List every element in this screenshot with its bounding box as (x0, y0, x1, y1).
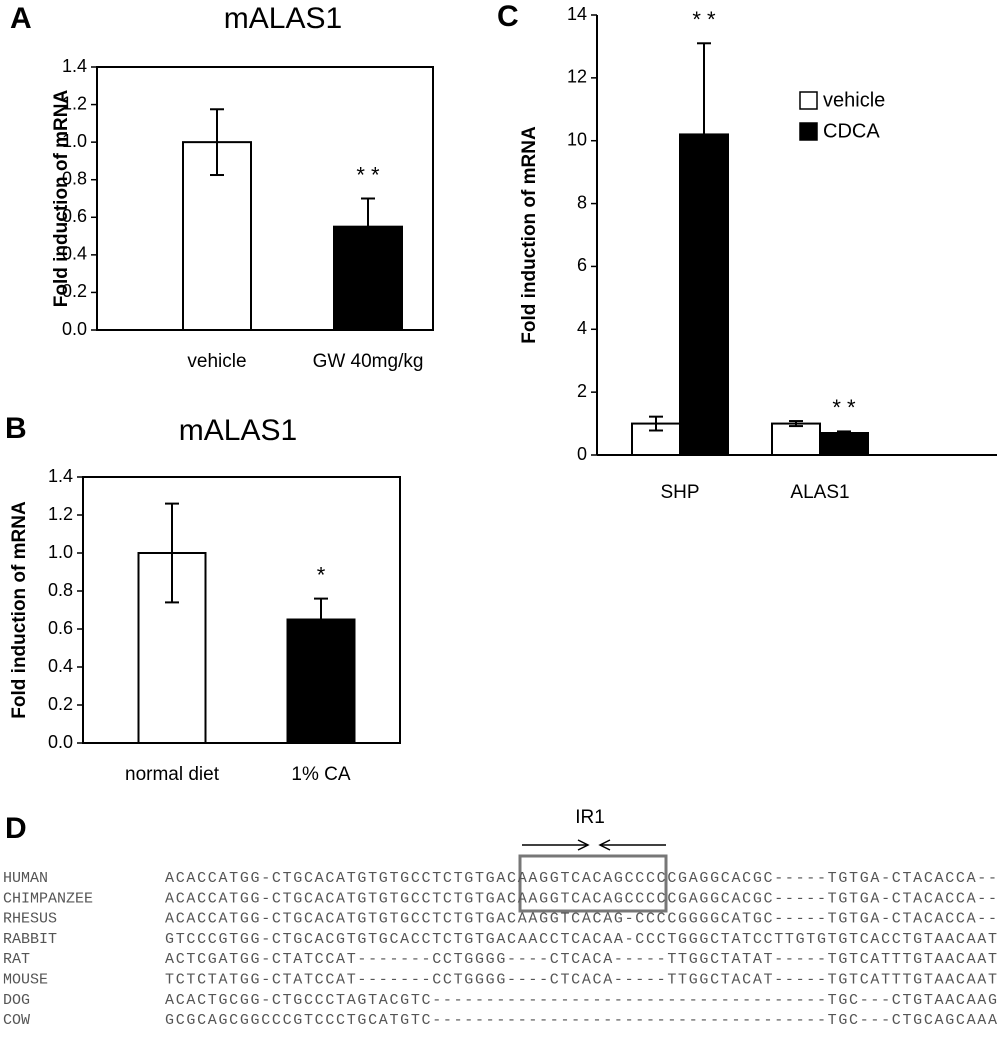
species-name: RABBIT (3, 931, 57, 948)
error-bar (361, 197, 375, 256)
sequence: ACACCATGG-CTGCACATGTGTGCCTCTGTGACAAGGTCA… (165, 870, 997, 887)
bar (819, 432, 869, 456)
y-tick-label: 0.4 (62, 244, 87, 264)
y-tick-label: 1.2 (62, 93, 87, 113)
sequence: GCGCAGCGGCCCGTCCCTGCATGTC---------------… (165, 1012, 997, 1029)
panel-letter: D (5, 812, 27, 845)
x-tick-label: ALAS1 (790, 482, 849, 503)
y-tick-label: 1.0 (62, 131, 87, 151)
y-tick-label: 1.0 (48, 542, 73, 562)
legend-swatch (799, 122, 818, 141)
error-bar (837, 430, 851, 436)
y-tick-label: 8 (577, 192, 587, 212)
y-tick-label: 1.2 (48, 504, 73, 524)
motif-box (518, 854, 668, 913)
y-tick-label: 10 (567, 129, 587, 149)
legend-label: CDCA (823, 120, 880, 142)
motif-arrows (522, 839, 666, 851)
error-bar (165, 502, 179, 604)
plot-frame (82, 476, 401, 744)
chart-title: mALAS1 (179, 414, 297, 447)
significance: * * (832, 395, 856, 420)
species-name: RHESUS (3, 911, 57, 928)
y-tick-label: 0.0 (48, 732, 73, 752)
species-name: HUMAN (3, 870, 48, 887)
sequence: ACACCATGG-CTGCACATGTGTGCCTCTGTGACAAGGTCA… (165, 911, 997, 928)
species-name: RAT (3, 951, 30, 968)
y-tick-label: 14 (567, 4, 587, 24)
y-tick-label: 0.8 (48, 580, 73, 600)
panel-letter: C (497, 0, 519, 33)
y-tick-label: 0.6 (48, 618, 73, 638)
y-tick-label: 0.6 (62, 206, 87, 226)
y-tick-label: 6 (577, 255, 587, 275)
sequence: ACTCGATGG-CTATCCAT-------CCTGGGG----CTCA… (165, 951, 997, 968)
y-tick-label: 1.4 (48, 466, 73, 486)
y-tick-label: 12 (567, 67, 587, 87)
y-tick-label: 1.4 (62, 56, 87, 76)
y-tick-label: 2 (577, 381, 587, 401)
y-tick-label: 0.2 (48, 694, 73, 714)
legend-swatch (799, 91, 818, 110)
error-bar (314, 597, 328, 642)
y-axis-label: Fold induction of mRNA (9, 501, 30, 719)
y-axis-label: Fold induction of mRNA (519, 126, 540, 344)
sequence: ACACTGCGG-CTGCCCTAGTACGTC---------------… (165, 992, 997, 1009)
plot-frame (96, 66, 434, 331)
bar (771, 422, 821, 457)
x-tick-label: GW 40mg/kg (313, 351, 424, 372)
x-tick-label: normal diet (125, 764, 220, 785)
significance: * * (356, 162, 380, 187)
motif-label: IR1 (575, 807, 605, 828)
x-tick-label: 1% CA (291, 764, 350, 785)
sequence: GTCCCGTGG-CTGCACGTGTGCACCTCTGTGACAACCTCA… (165, 931, 997, 948)
y-tick-label: 0 (577, 444, 587, 464)
significance: * * (692, 7, 716, 32)
error-bar (210, 108, 224, 177)
error-bar (789, 420, 803, 428)
y-tick-label: 0.4 (48, 656, 73, 676)
y-tick-label: 0.2 (62, 281, 87, 301)
species-name: COW (3, 1012, 30, 1029)
x-tick-label: SHP (660, 482, 699, 503)
x-tick-label: vehicle (187, 351, 246, 372)
sequence: ACACCATGG-CTGCACATGTGTGCCTCTGTGACAAGGTCA… (165, 890, 997, 907)
sequence: TCTCTATGG-CTATCCAT-------CCTGGGG----CTCA… (165, 971, 997, 988)
y-tick-label: 4 (577, 318, 587, 338)
significance: * (317, 562, 326, 587)
panel-letter: B (5, 412, 27, 445)
y-tick-label: 0.0 (62, 319, 87, 339)
species-name: MOUSE (3, 971, 48, 988)
y-axis-label: Fold induction of mRNA (51, 90, 72, 308)
panel-letter: A (10, 2, 32, 35)
species-name: CHIMPANZEE (3, 890, 93, 907)
chart-title: mALAS1 (224, 2, 342, 35)
legend-label: vehicle (823, 89, 885, 111)
species-name: DOG (3, 992, 30, 1009)
error-bar (697, 42, 711, 227)
error-bar (649, 415, 663, 432)
y-tick-label: 0.8 (62, 168, 87, 188)
